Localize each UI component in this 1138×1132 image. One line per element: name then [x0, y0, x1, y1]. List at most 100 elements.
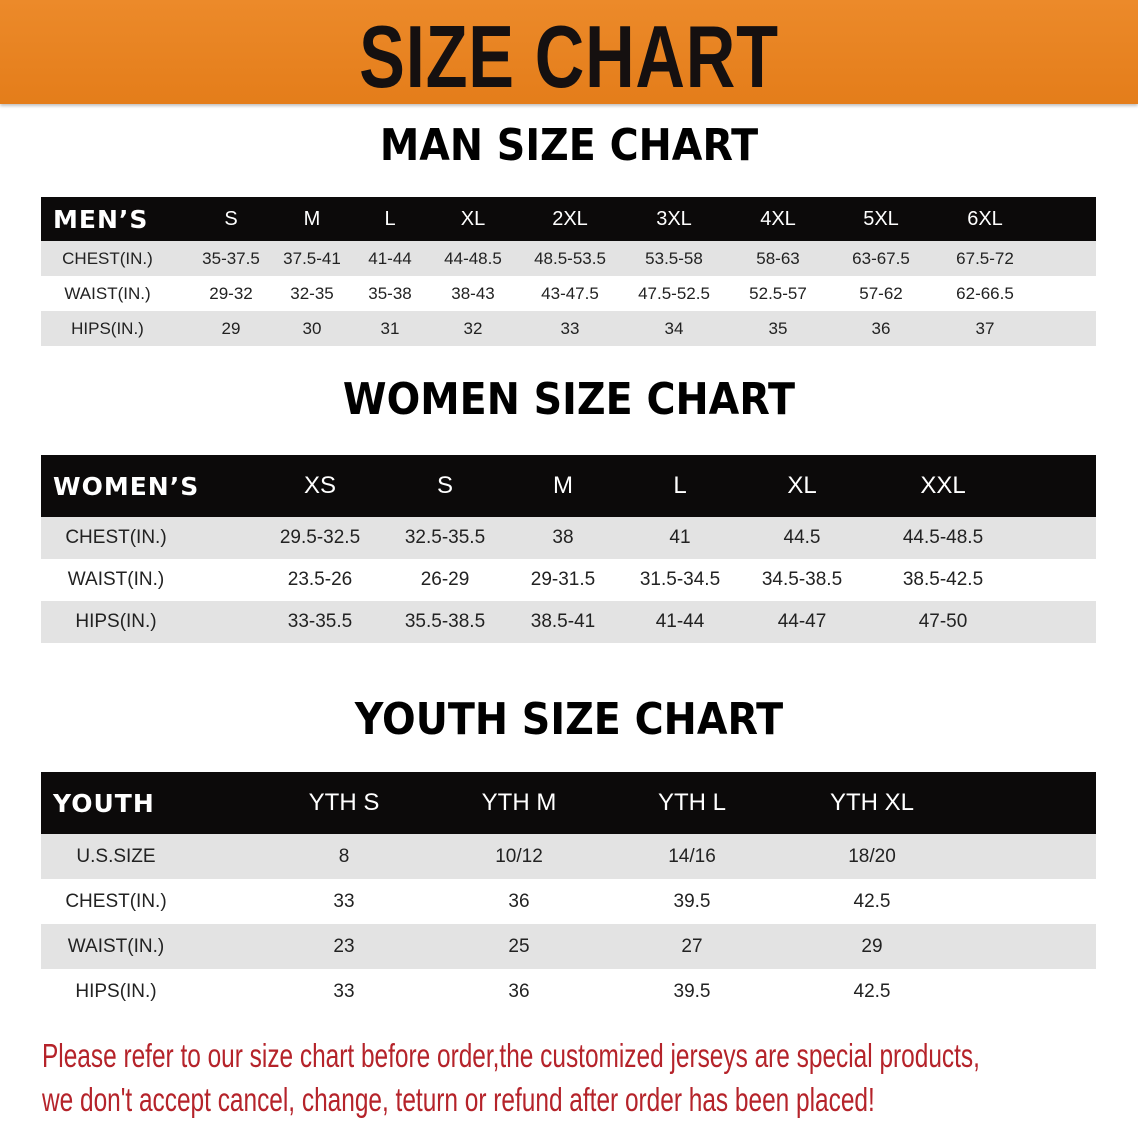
table-cell: 42.5 [853, 890, 891, 912]
row-label: CHEST(IN.) [62, 248, 153, 268]
table-cell: 57-62 [859, 283, 903, 303]
size-header-cell: M [303, 207, 321, 230]
table-row: WAIST(IN.) 23.5-26 26-29 29-31.5 31.5-34.5 34… [41, 559, 1096, 601]
table-cell: 39.5 [673, 980, 711, 1002]
men-header-row: MEN’S S M L XL 2XL 3XL 4XL 5XL 6XL [41, 197, 1096, 241]
table-cell: 23 [333, 935, 355, 957]
table-row: CHEST(IN.) 35-37.5 37.5-41 41-44 44-48.5 48.5… [41, 241, 1096, 276]
table-cell: 26-29 [420, 569, 470, 590]
size-header-cell: L [384, 207, 396, 230]
youth-section-title: YOUTH SIZE CHART [354, 694, 784, 745]
size-header-cell: YTH XL [829, 789, 915, 816]
size-header-cell: M [553, 472, 573, 499]
table-cell: 36 [508, 890, 530, 912]
table-cell: 63-67.5 [852, 248, 910, 268]
table-cell: 48.5-53.5 [534, 248, 606, 268]
row-label: CHEST(IN.) [65, 890, 167, 912]
table-cell: 39.5 [673, 890, 711, 912]
row-label: WAIST(IN.) [67, 935, 165, 957]
table-cell: 27 [681, 935, 703, 957]
table-cell: 62-66.5 [956, 283, 1014, 303]
table-cell: 29-31.5 [530, 569, 596, 590]
size-header-cell: XL [787, 472, 817, 499]
table-cell: 44-48.5 [444, 248, 502, 268]
table-cell: 44.5 [783, 527, 821, 548]
table-cell: 31 [380, 318, 400, 338]
table-title-cell: YOUTH [53, 788, 155, 818]
table-cell: 29-32 [209, 283, 253, 303]
row-label: WAIST(IN.) [64, 283, 151, 303]
size-header-cell: S [436, 472, 453, 499]
table-cell: 10/12 [495, 845, 543, 867]
table-cell: 41-44 [368, 248, 412, 268]
row-label: CHEST(IN.) [65, 527, 167, 548]
row-label: U.S.SIZE [76, 845, 156, 867]
table-cell: 33 [560, 318, 580, 338]
size-header-cell: 2XL [552, 207, 588, 230]
size-header-cell: L [673, 472, 687, 499]
table-cell: 34 [664, 318, 684, 338]
table-cell: 23.5-26 [287, 569, 353, 590]
size-header-cell: 4XL [760, 207, 796, 230]
table-cell: 29.5-32.5 [279, 527, 361, 548]
table-cell: 38 [552, 527, 574, 548]
size-header-cell: YTH M [481, 789, 557, 816]
table-row: WAIST(IN.) 23 25 27 29 [41, 924, 1096, 969]
table-cell: 37.5-41 [283, 248, 341, 268]
notice-line-1: Please refer to our size chart before or… [42, 1037, 980, 1074]
table-cell: 34.5-38.5 [761, 569, 843, 590]
size-header-cell: XS [303, 472, 336, 499]
table-cell: 47.5-52.5 [638, 283, 710, 303]
table-cell: 36 [508, 980, 530, 1002]
table-title-cell: WOMEN’S [53, 471, 200, 501]
table-cell: 29 [221, 318, 241, 338]
table-cell: 36 [871, 318, 891, 338]
size-header-cell: 6XL [967, 207, 1003, 230]
table-cell: 58-63 [756, 248, 800, 268]
table-cell: 35-37.5 [202, 248, 260, 268]
table-cell: 35-38 [368, 283, 412, 303]
table-cell: 44-47 [777, 611, 827, 632]
youth-header-row: YOUTH YTH S YTH M YTH L YTH XL [41, 772, 1096, 834]
table-row: U.S.SIZE 8 10/12 14/16 18/20 [41, 834, 1096, 879]
table-row: WAIST(IN.) 29-32 32-35 35-38 38-43 43-47.5 47.… [41, 276, 1096, 311]
table-cell: 47-50 [918, 611, 968, 632]
size-header-cell: XXL [920, 472, 966, 499]
table-cell: 32 [463, 318, 483, 338]
row-label: HIPS(IN.) [71, 318, 144, 338]
table-row: HIPS(IN.) 29 30 31 32 33 34 35 36 37 [41, 311, 1096, 346]
table-cell: 33 [333, 980, 355, 1002]
banner-title: SIZE CHART [359, 7, 779, 106]
table-cell: 29 [861, 935, 883, 957]
table-cell: 25 [508, 935, 530, 957]
table-row: HIPS(IN.) 33-35.5 35.5-38.5 38.5-41 41-44 44-… [41, 601, 1096, 643]
men-section-title: MAN SIZE CHART [379, 120, 759, 171]
row-label: WAIST(IN.) [67, 569, 165, 590]
table-cell: 42.5 [853, 980, 891, 1002]
table-cell: 38.5-41 [530, 611, 596, 632]
table-cell: 53.5-58 [645, 248, 703, 268]
size-header-cell: S [224, 207, 238, 230]
table-cell: 8 [338, 845, 350, 867]
table-row: CHEST(IN.) 29.5-32.5 32.5-35.5 38 41 44.5 44.5… [41, 517, 1096, 559]
table-cell: 37 [975, 318, 995, 338]
size-header-cell: YTH S [308, 789, 380, 816]
table-cell: 35 [768, 318, 788, 338]
table-cell: 31.5-34.5 [639, 569, 721, 590]
table-cell: 18/20 [848, 845, 896, 867]
table-title-cell: MEN’S [53, 204, 149, 234]
table-cell: 38.5-42.5 [902, 569, 984, 590]
table-cell: 30 [302, 318, 322, 338]
table-cell: 14/16 [668, 845, 716, 867]
banner: SIZE CHART [0, 0, 1138, 106]
size-header-cell: 3XL [656, 207, 692, 230]
women-header-row: WOMEN’S XS S M L XL XXL [41, 455, 1096, 517]
women-section-title: WOMEN SIZE CHART [342, 374, 796, 425]
table-row: HIPS(IN.) 33 36 39.5 42.5 [41, 969, 1096, 1014]
table-cell: 44.5-48.5 [902, 527, 984, 548]
table-cell: 41-44 [655, 611, 705, 632]
row-label: HIPS(IN.) [75, 980, 157, 1002]
size-header-cell: YTH L [657, 789, 726, 816]
table-cell: 67.5-72 [956, 248, 1014, 268]
row-label: HIPS(IN.) [75, 611, 157, 632]
